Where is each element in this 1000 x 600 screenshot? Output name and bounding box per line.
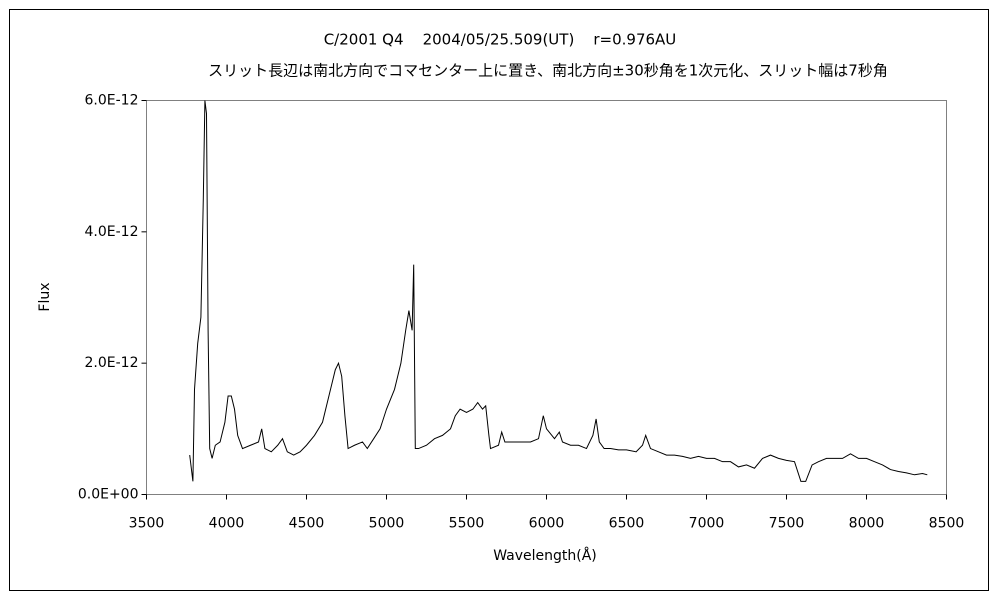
x-tick-label: 8500 (929, 516, 965, 532)
x-tick-label: 8000 (849, 516, 885, 532)
x-axis-label: Wavelength(Å) (493, 547, 597, 564)
plot-area (146, 100, 947, 495)
chart-subtitle: スリット長辺は南北方向でコマセンター上に置き、南北方向±30秒角を1次元化、スリ… (208, 62, 888, 80)
x-tick-label: 6500 (609, 516, 645, 532)
x-tick-label: 5500 (449, 516, 485, 532)
x-tick-label: 4500 (289, 516, 325, 532)
y-tick-label: 6.0E-12 (85, 93, 139, 109)
x-tick-label: 3500 (129, 516, 165, 532)
x-tick-label: 7500 (769, 516, 805, 532)
x-tick-label: 5000 (369, 516, 405, 532)
x-tick-label: 4000 (209, 516, 245, 532)
x-tick-label: 7000 (689, 516, 725, 532)
y-axis-label: Flux (37, 282, 53, 311)
spectrum-line (189, 100, 928, 482)
chart-title: C/2001 Q4 2004/05/25.509(UT) r=0.976AU (324, 31, 677, 49)
y-tick-label: 2.0E-12 (85, 355, 139, 371)
x-tick-label: 6000 (529, 516, 565, 532)
y-tick-label: 0.0E+00 (78, 487, 139, 503)
y-tick-label: 4.0E-12 (85, 224, 139, 240)
